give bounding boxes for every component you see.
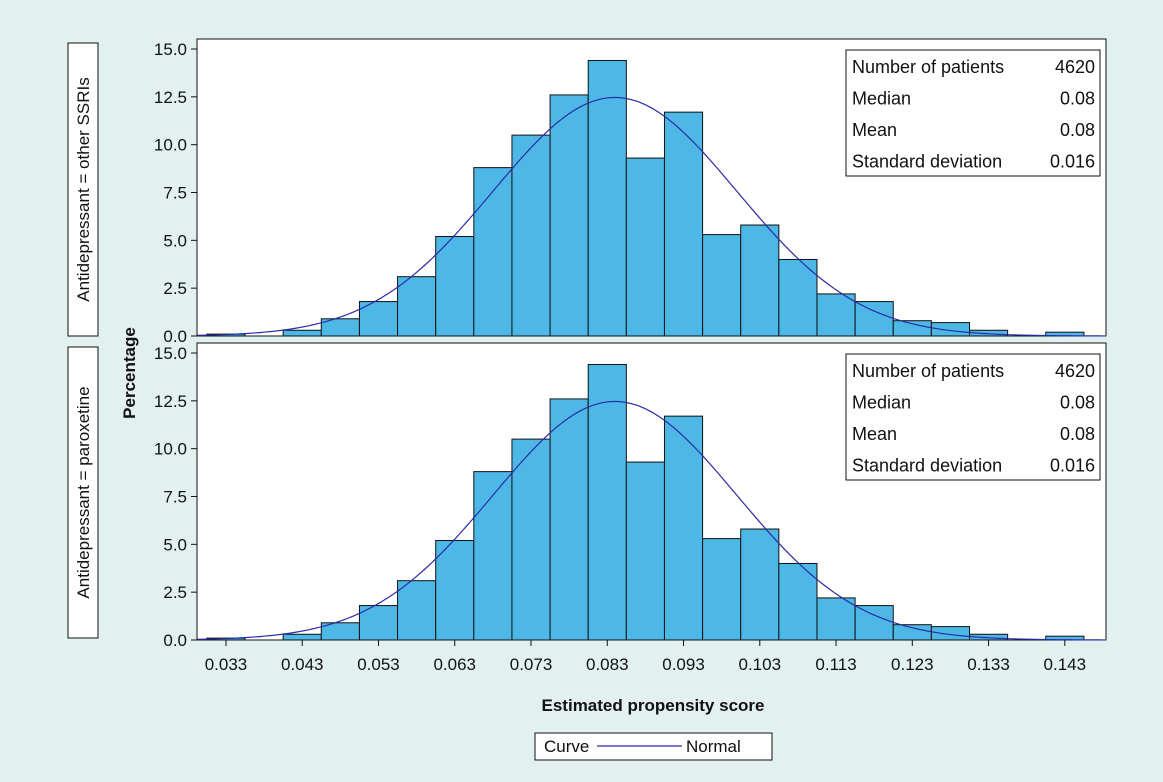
y-tick-label: 0.0	[163, 631, 187, 650]
histogram-bar	[663, 111, 704, 337]
y-tick-label: 12.5	[154, 392, 187, 411]
histogram-bar	[587, 59, 627, 337]
y-axis-title: Percentage	[120, 327, 139, 419]
x-axis: 0.033 0.043 0.053 0.063 0.073 0.083 0.093 0.103…	[205, 640, 1086, 674]
stats-value: 0.08	[1060, 120, 1095, 140]
y-tick-label: 12.5	[154, 88, 187, 107]
histogram-bar	[740, 528, 780, 641]
histogram-bar	[892, 624, 932, 641]
histogram-bar	[892, 320, 932, 337]
histogram-bar	[702, 538, 742, 641]
y-tick-label: 10.0	[154, 136, 187, 155]
legend-title: Curve	[544, 737, 589, 756]
x-tick-label: 0.143	[1044, 655, 1087, 674]
y-tick-label: 10.0	[154, 440, 187, 459]
stats-value: 0.08	[1060, 424, 1095, 444]
stats-value: 0.016	[1050, 456, 1095, 476]
histogram-bar	[854, 301, 894, 337]
legend-entry-normal: Normal	[686, 737, 741, 756]
histogram-bar	[511, 134, 551, 337]
histogram-bar	[778, 258, 818, 337]
y-tick-label: 5.0	[163, 535, 187, 554]
stats-value: 0.08	[1060, 89, 1095, 109]
stats-value: 4620	[1055, 57, 1095, 77]
histogram-bar	[740, 224, 780, 337]
histogram-bar	[816, 597, 856, 641]
stats-label: Standard deviation	[852, 152, 1002, 172]
stats-label: Number of patients	[852, 57, 1004, 77]
panel-label-box	[67, 42, 99, 337]
x-tick-label: 0.043	[281, 655, 324, 674]
y-tick-label: 2.5	[163, 279, 187, 298]
legend: Curve Normal	[534, 732, 773, 761]
stats-value: 0.08	[1060, 393, 1095, 413]
x-tick-label: 0.113	[815, 655, 856, 674]
stats-label: Mean	[852, 120, 897, 140]
y-tick-label: 7.5	[163, 488, 187, 507]
panel-2: 0.0 2.5 5.0 7.5 10.0 12.5 15.0 Antidepressant =…	[67, 342, 1107, 650]
y-tick-label: 5.0	[163, 231, 187, 250]
histogram-bar	[435, 540, 475, 641]
normal-curve	[196, 400, 1107, 641]
y-tick-label: 0.0	[163, 327, 187, 346]
histogram-bar	[549, 398, 589, 641]
x-tick-label: 0.053	[357, 655, 400, 674]
x-tick-label: 0.063	[433, 655, 476, 674]
stats-box	[845, 49, 1101, 177]
histogram-bar	[435, 236, 475, 337]
histogram-bar	[625, 157, 665, 337]
histogram-bar	[282, 329, 322, 337]
stats-label: Mean	[852, 424, 897, 444]
stats-box	[845, 353, 1101, 481]
y-tick-label: 15.0	[154, 344, 187, 363]
x-tick-label: 0.093	[662, 655, 705, 674]
histogram-bar	[397, 276, 437, 337]
stats-label: Median	[852, 89, 911, 109]
histogram-bar	[816, 293, 856, 337]
histogram-bar	[587, 363, 627, 641]
x-tick-label: 0.083	[586, 655, 629, 674]
x-tick-label: 0.133	[967, 655, 1010, 674]
x-tick-label: 0.103	[739, 655, 782, 674]
stats-value: 0.016	[1050, 152, 1095, 172]
stats-value: 4620	[1055, 361, 1095, 381]
normal-curve	[196, 96, 1107, 337]
x-tick-label: 0.123	[891, 655, 934, 674]
histogram-bar	[625, 461, 665, 641]
panel-label: Antidepressant = other SSRIs	[74, 77, 93, 301]
y-tick-label: 7.5	[163, 184, 187, 203]
histogram-bar	[969, 329, 1009, 337]
histogram-bar	[778, 562, 818, 641]
histogram-bar	[930, 322, 970, 337]
histogram-bar	[397, 580, 437, 641]
panel-label-box	[67, 346, 99, 639]
histogram-bar	[473, 167, 513, 337]
histogram-bar	[702, 234, 742, 337]
y-tick-label: 2.5	[163, 583, 187, 602]
x-tick-label: 0.033	[205, 655, 248, 674]
histogram-bar	[358, 301, 399, 337]
y-tick-label: 15.0	[154, 40, 187, 59]
histogram-bar	[854, 605, 894, 641]
histogram-bar	[930, 626, 970, 641]
panel-label: Antidepressant = paroxetine	[74, 386, 93, 598]
panels-layer: 0.0 2.5 5.0 7.5 10.0 12.5 15.0 Antidepressant =…	[67, 38, 1107, 650]
histogram-bar	[511, 438, 551, 641]
x-axis-title: Estimated propensity score	[542, 696, 765, 715]
histogram-bar	[282, 633, 322, 641]
x-tick-label: 0.073	[510, 655, 553, 674]
stats-label: Number of patients	[852, 361, 1004, 381]
stats-label: Standard deviation	[852, 456, 1002, 476]
histogram-bar	[473, 471, 513, 641]
panel-1: 0.0 2.5 5.0 7.5 10.0 12.5 15.0 Antidepressant =…	[67, 38, 1107, 346]
stats-label: Median	[852, 393, 911, 413]
histogram-bar	[549, 94, 589, 337]
